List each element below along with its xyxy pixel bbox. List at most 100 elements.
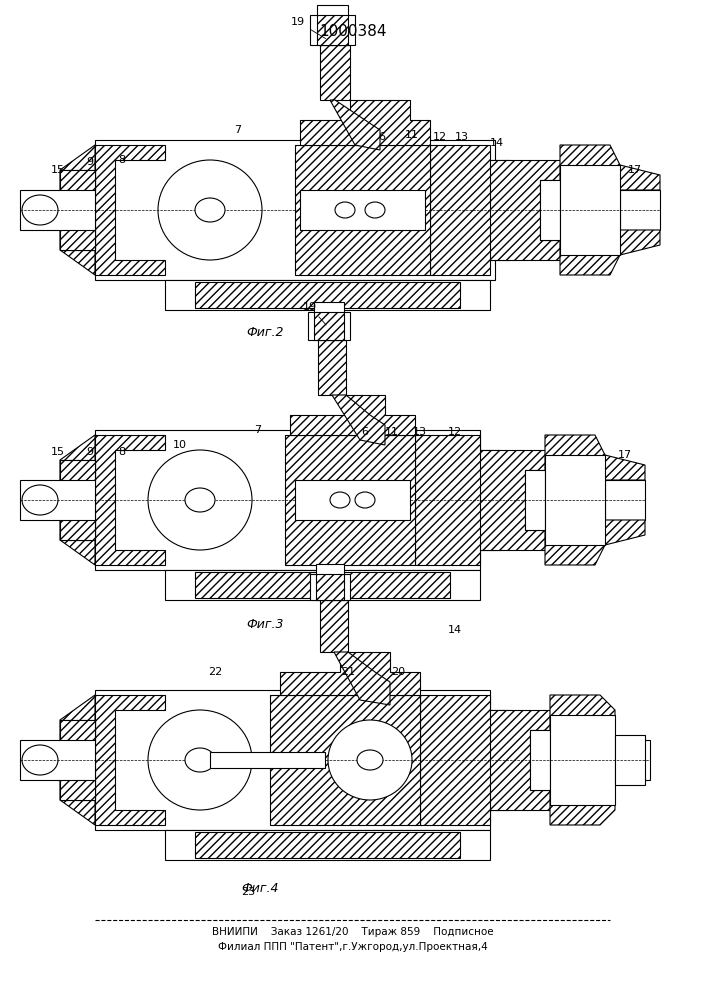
Ellipse shape xyxy=(195,198,225,222)
Polygon shape xyxy=(620,165,660,190)
Text: 22: 22 xyxy=(208,667,222,677)
Text: 11: 11 xyxy=(385,427,399,437)
Polygon shape xyxy=(545,435,605,565)
Text: Филиал ППП "Патент",г.Ужгород,ул.Проектная,4: Филиал ППП "Патент",г.Ужгород,ул.Проектн… xyxy=(218,942,488,952)
Polygon shape xyxy=(615,740,650,780)
Polygon shape xyxy=(490,160,560,260)
Text: 9: 9 xyxy=(86,157,93,167)
Text: ВНИИПИ    Заказ 1261/20    Тираж 859    Подписное: ВНИИПИ Заказ 1261/20 Тираж 859 Подписное xyxy=(212,927,493,937)
Bar xyxy=(320,45,350,100)
Polygon shape xyxy=(95,435,165,565)
Polygon shape xyxy=(290,395,415,435)
Text: 13: 13 xyxy=(455,132,469,142)
Text: 14: 14 xyxy=(490,138,504,148)
Polygon shape xyxy=(60,695,95,825)
Polygon shape xyxy=(195,832,460,858)
Bar xyxy=(540,180,560,240)
Ellipse shape xyxy=(22,195,58,225)
Text: 14: 14 xyxy=(448,625,462,635)
Polygon shape xyxy=(332,395,385,445)
Ellipse shape xyxy=(185,488,215,512)
Polygon shape xyxy=(20,460,95,540)
Polygon shape xyxy=(280,652,420,695)
Ellipse shape xyxy=(330,492,350,508)
Ellipse shape xyxy=(148,450,252,550)
Text: 6: 6 xyxy=(378,132,385,142)
Bar xyxy=(560,165,620,255)
Ellipse shape xyxy=(357,750,383,770)
Polygon shape xyxy=(60,435,95,565)
Polygon shape xyxy=(60,780,95,800)
Polygon shape xyxy=(314,312,344,340)
Polygon shape xyxy=(490,710,550,810)
Polygon shape xyxy=(165,280,490,310)
Ellipse shape xyxy=(335,202,355,218)
Polygon shape xyxy=(60,520,95,540)
Polygon shape xyxy=(195,282,460,308)
Text: 19: 19 xyxy=(303,302,326,325)
Text: 17: 17 xyxy=(628,165,642,175)
Bar xyxy=(295,480,410,520)
Polygon shape xyxy=(317,15,348,45)
Bar xyxy=(95,430,480,570)
Ellipse shape xyxy=(355,492,375,508)
Polygon shape xyxy=(560,145,620,275)
Text: 10: 10 xyxy=(173,440,187,450)
Ellipse shape xyxy=(158,160,262,260)
Text: 23: 23 xyxy=(241,887,255,897)
Polygon shape xyxy=(60,145,95,275)
Text: 12: 12 xyxy=(433,132,447,142)
Polygon shape xyxy=(605,480,645,520)
Polygon shape xyxy=(60,720,95,740)
Bar xyxy=(545,455,605,545)
Text: 1000384: 1000384 xyxy=(320,24,387,39)
Text: 8: 8 xyxy=(119,155,126,165)
Polygon shape xyxy=(300,100,430,145)
Text: 12: 12 xyxy=(448,427,462,437)
Bar xyxy=(95,140,495,280)
Bar xyxy=(525,470,545,530)
Bar xyxy=(550,715,615,805)
Bar xyxy=(615,735,645,785)
Text: 19: 19 xyxy=(291,17,326,39)
Ellipse shape xyxy=(185,748,215,772)
Text: 11: 11 xyxy=(405,130,419,140)
Text: Фиг.3: Фиг.3 xyxy=(246,618,284,632)
Polygon shape xyxy=(20,720,95,800)
Text: 8: 8 xyxy=(119,447,126,457)
Text: Фиг.2: Фиг.2 xyxy=(246,326,284,338)
Polygon shape xyxy=(316,574,344,600)
Polygon shape xyxy=(270,695,420,825)
Text: 6: 6 xyxy=(361,427,368,437)
Polygon shape xyxy=(295,145,430,275)
Polygon shape xyxy=(60,170,95,190)
Polygon shape xyxy=(165,570,480,600)
Polygon shape xyxy=(620,190,660,230)
Text: Фиг.4: Фиг.4 xyxy=(241,882,279,894)
Text: 13: 13 xyxy=(413,427,427,437)
Polygon shape xyxy=(330,100,380,150)
Polygon shape xyxy=(60,460,95,480)
Text: 20: 20 xyxy=(391,667,405,677)
Polygon shape xyxy=(420,695,510,825)
Polygon shape xyxy=(550,695,615,825)
Polygon shape xyxy=(605,455,645,480)
Polygon shape xyxy=(480,450,545,550)
Polygon shape xyxy=(308,302,350,340)
Polygon shape xyxy=(334,652,390,705)
Ellipse shape xyxy=(148,710,252,810)
Polygon shape xyxy=(95,145,165,275)
Ellipse shape xyxy=(22,745,58,775)
Text: 7: 7 xyxy=(235,125,242,135)
Bar xyxy=(318,340,346,395)
Text: 15: 15 xyxy=(51,447,65,457)
Text: 15: 15 xyxy=(51,165,65,175)
Ellipse shape xyxy=(22,485,58,515)
Polygon shape xyxy=(95,695,165,825)
Bar xyxy=(530,730,550,790)
Polygon shape xyxy=(310,5,355,45)
Bar xyxy=(300,190,425,230)
Polygon shape xyxy=(20,170,95,250)
Bar xyxy=(320,600,348,652)
Text: 9: 9 xyxy=(86,447,93,457)
